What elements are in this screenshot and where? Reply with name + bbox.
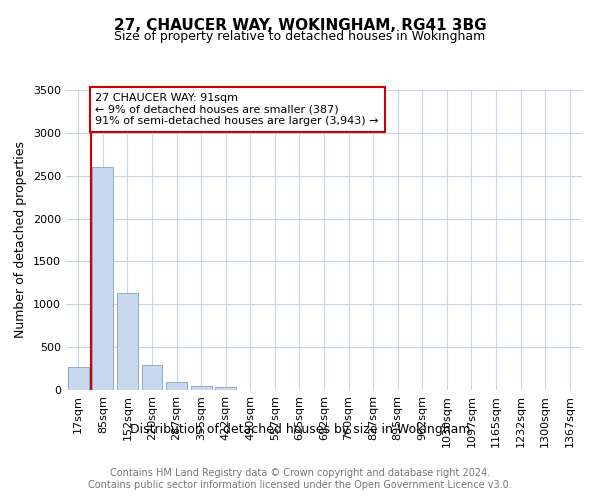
Y-axis label: Number of detached properties: Number of detached properties [14, 142, 28, 338]
Bar [142, 365, 163, 390]
Text: Distribution of detached houses by size in Wokingham: Distribution of detached houses by size … [130, 422, 470, 436]
Bar [191, 386, 212, 390]
Text: 27 CHAUCER WAY: 91sqm
← 9% of detached houses are smaller (387)
91% of semi-deta: 27 CHAUCER WAY: 91sqm ← 9% of detached h… [95, 93, 379, 126]
Text: Size of property relative to detached houses in Wokingham: Size of property relative to detached ho… [115, 30, 485, 43]
Bar [166, 382, 187, 390]
Bar [215, 388, 236, 390]
Bar [117, 293, 138, 390]
Bar [92, 167, 113, 390]
Text: 27, CHAUCER WAY, WOKINGHAM, RG41 3BG: 27, CHAUCER WAY, WOKINGHAM, RG41 3BG [113, 18, 487, 32]
Text: Contains HM Land Registry data © Crown copyright and database right 2024.
Contai: Contains HM Land Registry data © Crown c… [88, 468, 512, 490]
Bar [68, 367, 89, 390]
